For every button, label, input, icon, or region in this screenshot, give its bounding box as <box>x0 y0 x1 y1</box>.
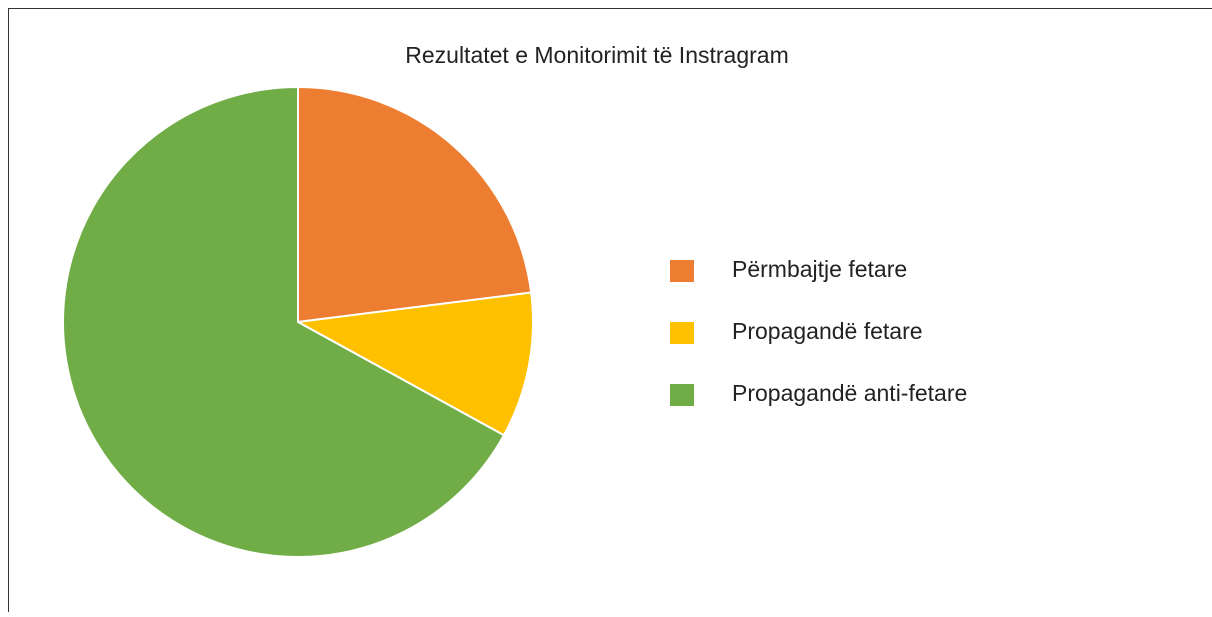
legend-swatch <box>670 322 694 344</box>
chart-title: Rezultatet e Monitorimit të Instragram <box>405 42 788 68</box>
legend-label: Propagandë fetare <box>732 318 923 344</box>
legend-label: Propagandë anti-fetare <box>732 380 967 406</box>
legend-label: Përmbajtje fetare <box>732 256 907 282</box>
legend-swatch <box>670 384 694 406</box>
legend-swatch <box>670 260 694 282</box>
